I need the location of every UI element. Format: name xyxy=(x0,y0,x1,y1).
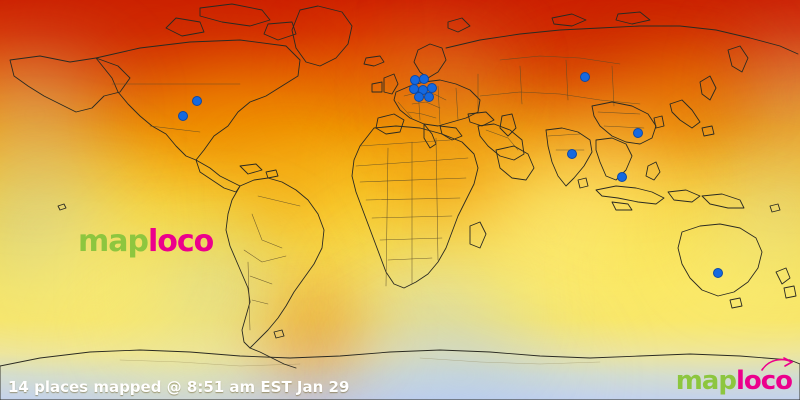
map-marker-north-america-1[interactable] xyxy=(178,111,188,121)
map-marker-europe-6[interactable] xyxy=(414,92,424,102)
map-marker-australia-1[interactable] xyxy=(713,268,723,278)
maploco-logo-watermark: maploco xyxy=(78,224,214,259)
map-marker-south-asia-1[interactable] xyxy=(567,149,577,159)
map-marker-central-asia-1[interactable] xyxy=(580,72,590,82)
map-marker-europe-2[interactable] xyxy=(419,74,429,84)
logo-text-map: map xyxy=(78,224,149,259)
map-marker-east-asia-1[interactable] xyxy=(633,128,643,138)
map-marker-north-america-2[interactable] xyxy=(192,96,202,106)
map-marker-europe-7[interactable] xyxy=(424,92,434,102)
logo-corner-text-loco: loco xyxy=(735,366,793,396)
map-marker-southeast-asia-1[interactable] xyxy=(617,172,627,182)
pale-blob-south-pacific xyxy=(90,300,290,400)
maploco-logo-corner[interactable]: maploco xyxy=(675,357,793,396)
logo-text-loco: loco xyxy=(147,224,214,259)
places-mapped-status: 14 places mapped @ 8:51 am EST Jan 29 xyxy=(8,378,350,396)
logo-corner-text-map: map xyxy=(675,366,737,396)
cool-blob-antarctic-sea xyxy=(330,320,590,400)
pale-blob-south-asia xyxy=(530,120,700,230)
